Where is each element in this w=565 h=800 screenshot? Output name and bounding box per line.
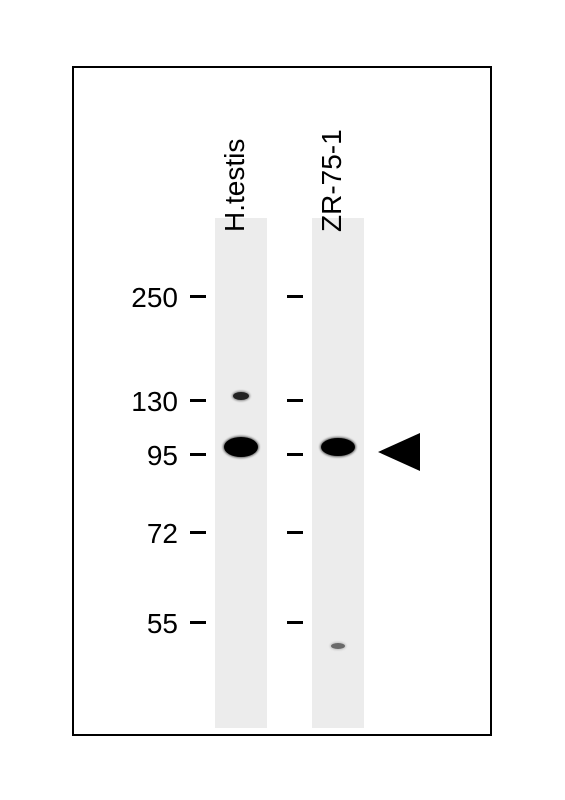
- mw-tick-left-1: [190, 399, 206, 402]
- mw-label-3: 72: [108, 518, 178, 550]
- band-0: [233, 392, 249, 400]
- mw-tick-left-0: [190, 295, 206, 298]
- mw-label-0: 250: [108, 282, 178, 314]
- lane-2-label: ZR-75-1: [316, 129, 348, 232]
- mw-tick-mid-4: [287, 621, 303, 624]
- mw-tick-mid-2: [287, 453, 303, 456]
- lane-1-label: H.testis: [219, 139, 251, 232]
- band-1: [224, 437, 258, 457]
- mw-tick-mid-0: [287, 295, 303, 298]
- mw-tick-mid-1: [287, 399, 303, 402]
- band-3: [331, 643, 345, 649]
- mw-tick-left-4: [190, 621, 206, 624]
- band-2: [321, 438, 355, 456]
- lane-1: [215, 218, 267, 728]
- mw-tick-left-3: [190, 531, 206, 534]
- mw-label-2: 95: [108, 440, 178, 472]
- mw-tick-mid-3: [287, 531, 303, 534]
- mw-tick-left-2: [190, 453, 206, 456]
- mw-label-1: 130: [108, 386, 178, 418]
- target-arrow-icon: [378, 433, 420, 471]
- lane-2: [312, 218, 364, 728]
- mw-label-4: 55: [108, 608, 178, 640]
